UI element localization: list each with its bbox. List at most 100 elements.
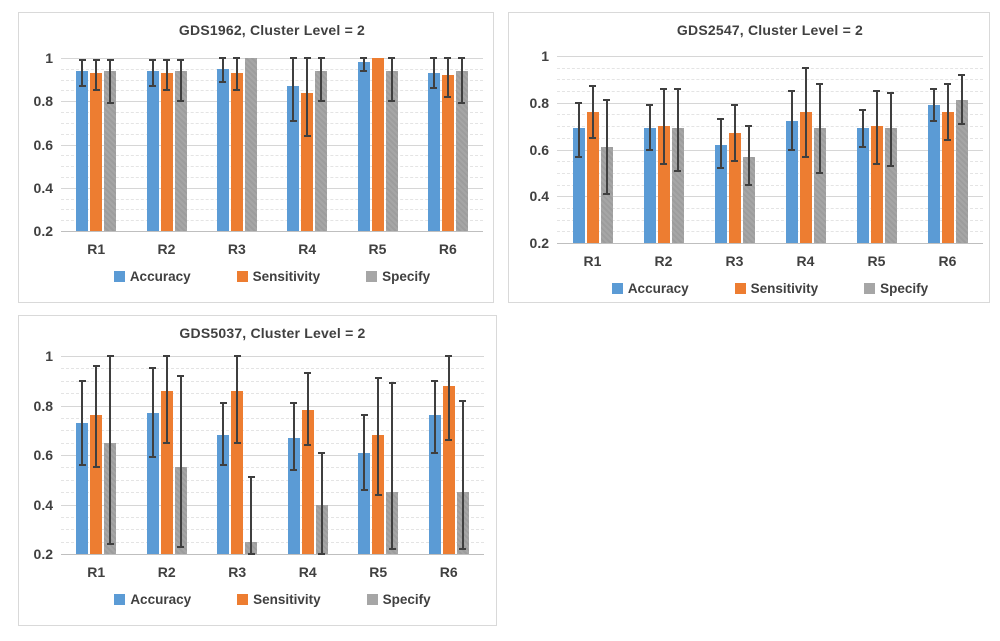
legend-item-specify: Specify bbox=[366, 269, 430, 284]
gridline-minor bbox=[61, 209, 483, 211]
x-axis-label-r4: R4 bbox=[298, 241, 317, 257]
gridline-major bbox=[61, 231, 483, 232]
chart-title: GDS1962, Cluster Level = 2 bbox=[178, 22, 366, 38]
bar-sensitivity-r3 bbox=[230, 73, 243, 231]
error-bar-cap bbox=[816, 171, 823, 174]
error-bar-cap bbox=[177, 59, 184, 62]
error-bar-cap bbox=[289, 57, 297, 59]
error-bar-accuracy-r5 bbox=[362, 58, 365, 71]
gridline-major bbox=[61, 101, 483, 103]
error-bar-cap bbox=[660, 87, 667, 90]
error-bar-sensitivity-r6 bbox=[447, 356, 450, 441]
error-bar-cap bbox=[374, 493, 382, 496]
error-bar-cap bbox=[674, 87, 681, 90]
error-bar-cap bbox=[177, 100, 184, 103]
error-bar-cap bbox=[317, 100, 325, 103]
gridline-major bbox=[61, 356, 484, 357]
gridline-minor bbox=[557, 207, 983, 209]
error-bar-cap bbox=[304, 372, 312, 375]
error-bar-cap bbox=[944, 83, 951, 86]
error-bar-cap bbox=[459, 399, 467, 402]
error-bar-cap bbox=[802, 155, 809, 158]
error-bar-cap bbox=[731, 104, 738, 107]
gridline-minor bbox=[61, 380, 484, 382]
gridline-major bbox=[61, 405, 484, 407]
bar-accuracy-r4 bbox=[287, 437, 300, 554]
error-bar-cap bbox=[78, 59, 86, 62]
error-bar-specify-r3 bbox=[747, 126, 750, 185]
gridline-minor bbox=[557, 137, 983, 139]
error-bar-cap bbox=[430, 57, 438, 59]
error-bar-cap bbox=[674, 169, 681, 172]
error-bar-cap bbox=[289, 119, 297, 122]
legend: Accuracy Sensitivity Specify bbox=[61, 592, 484, 607]
bar-specify-r2 bbox=[174, 70, 187, 231]
error-bar-cap bbox=[177, 545, 185, 548]
error-bar-specify-r6 bbox=[460, 58, 463, 104]
error-bar-cap bbox=[816, 83, 823, 86]
y-axis-tick-label: 0.4 bbox=[33, 179, 53, 196]
error-bar-cap bbox=[873, 90, 880, 93]
bar-specify-r1 bbox=[600, 147, 613, 243]
y-axis-tick-label: 0.8 bbox=[33, 93, 53, 110]
gridline-minor bbox=[557, 79, 983, 81]
error-bar-cap bbox=[646, 104, 653, 107]
x-axis-label-r5: R5 bbox=[368, 241, 387, 257]
error-bar-sensitivity-r6 bbox=[946, 84, 949, 141]
error-bar-cap bbox=[873, 162, 880, 165]
error-bar-sensitivity-r3 bbox=[733, 105, 736, 162]
bar-sensitivity-r6 bbox=[441, 75, 454, 231]
bar-sensitivity-r3 bbox=[231, 390, 244, 554]
gridline-major bbox=[61, 187, 483, 189]
chart-panel-gds2547: GDS2547, Cluster Level = 2 Accuracy Sensi… bbox=[508, 12, 990, 303]
error-bar-cap bbox=[317, 57, 325, 59]
legend-swatch-accuracy-icon bbox=[611, 283, 623, 294]
x-axis-label-r6: R6 bbox=[938, 253, 957, 269]
error-bar-cap bbox=[374, 377, 382, 380]
bar-sensitivity-r4 bbox=[799, 112, 812, 243]
error-bar-cap bbox=[303, 134, 311, 137]
error-bar-cap bbox=[233, 441, 241, 444]
error-bar-cap bbox=[78, 85, 86, 88]
gridline-major bbox=[557, 196, 983, 198]
gridline-minor bbox=[61, 155, 483, 157]
error-bar-cap bbox=[589, 85, 596, 88]
gridline-minor bbox=[61, 166, 483, 168]
gridline-major bbox=[557, 56, 983, 57]
error-bar-cap bbox=[106, 355, 114, 357]
error-bar-accuracy-r6 bbox=[432, 58, 435, 89]
y-axis-tick-label: 0.2 bbox=[529, 235, 549, 251]
error-bar-sensitivity-r3 bbox=[236, 356, 239, 443]
error-bar-accuracy-r4 bbox=[292, 58, 295, 121]
error-bar-accuracy-r5 bbox=[861, 109, 864, 148]
legend-label-sensitivity: Sensitivity bbox=[252, 269, 321, 284]
error-bar-accuracy-r2 bbox=[151, 60, 154, 87]
gridline-minor bbox=[61, 393, 484, 395]
error-bar-cap bbox=[802, 66, 809, 69]
error-bar-cap bbox=[247, 553, 255, 555]
error-bar-specify-r1 bbox=[109, 60, 112, 104]
error-bar-cap bbox=[360, 488, 368, 491]
error-bar-sensitivity-r2 bbox=[662, 88, 665, 164]
error-bar-sensitivity-r2 bbox=[165, 356, 168, 443]
gridline-minor bbox=[61, 79, 483, 81]
gridline-minor bbox=[557, 126, 983, 128]
error-bar-cap bbox=[219, 402, 227, 405]
y-axis-tick-label: 0.6 bbox=[33, 447, 53, 463]
error-bar-cap bbox=[660, 162, 667, 165]
y-axis-tick-label: 1 bbox=[541, 48, 549, 64]
error-bar-sensitivity-r5 bbox=[377, 378, 380, 495]
bar-accuracy-r2 bbox=[643, 128, 656, 243]
legend: Accuracy Sensitivity Specify bbox=[557, 281, 983, 296]
chart-panel-gds1962: GDS1962, Cluster Level = 2 Accuracy Sensi… bbox=[18, 12, 494, 303]
error-bar-cap bbox=[177, 374, 185, 377]
gridline-minor bbox=[61, 442, 484, 444]
y-axis-tick-label: 1 bbox=[45, 50, 53, 66]
error-bar-cap bbox=[149, 85, 156, 88]
legend-swatch-specify-icon bbox=[864, 283, 876, 294]
bar-sensitivity-r5 bbox=[371, 58, 384, 231]
error-bar-cap bbox=[388, 100, 395, 103]
error-bar-cap bbox=[78, 463, 86, 466]
gridline-minor bbox=[61, 541, 484, 543]
legend-swatch-sensitivity-icon bbox=[734, 283, 746, 294]
